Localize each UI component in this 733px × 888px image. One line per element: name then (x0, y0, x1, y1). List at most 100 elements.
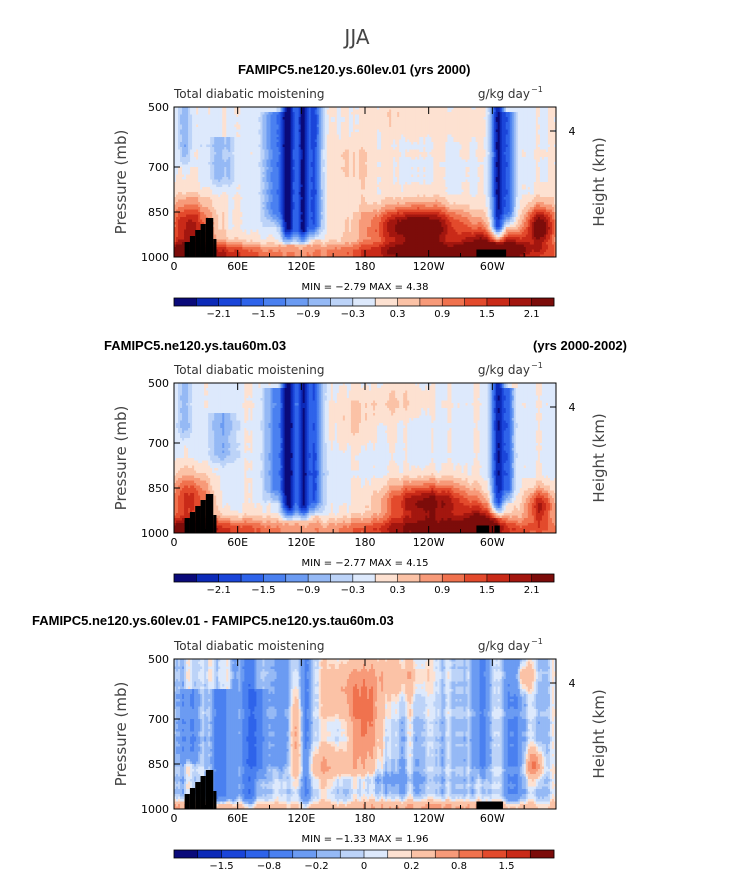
heatmap-cell (198, 219, 201, 223)
heatmap-cell (202, 119, 205, 123)
heatmap-cell (186, 154, 189, 158)
heatmap-cell (196, 122, 199, 125)
heatmap-cell (240, 229, 243, 233)
heatmap-cell (212, 144, 215, 148)
heatmap-cell (204, 217, 207, 220)
heatmap-cell (186, 199, 189, 203)
heatmap-cell (192, 199, 195, 203)
heatmap-cell (178, 139, 181, 143)
heatmap-cell (238, 107, 241, 110)
heatmap-cell (198, 179, 201, 183)
heatmap-cell (176, 224, 179, 228)
heatmap-cell (218, 137, 221, 140)
heatmap-cell (218, 237, 221, 240)
heatmap-cell (186, 164, 189, 168)
heatmap-cell (216, 107, 219, 110)
heatmap-cell (194, 142, 197, 145)
heatmap-cell (176, 117, 179, 120)
heatmap-cell (238, 204, 241, 208)
heatmap-cell (254, 127, 257, 130)
heatmap-cell (224, 219, 227, 223)
heatmap-cell (186, 139, 189, 143)
heatmap-cell (240, 109, 243, 113)
heatmap-cell (212, 124, 215, 128)
heatmap-cell (248, 192, 251, 195)
heatmap-cell (240, 207, 243, 210)
heatmap-cell (254, 167, 257, 170)
heatmap-cell (222, 142, 225, 145)
heatmap-cell (180, 202, 183, 205)
heatmap-cell (252, 117, 255, 120)
heatmap-cell (190, 199, 193, 203)
heatmap-cell (252, 247, 255, 250)
heatmap-cell (248, 159, 251, 163)
heatmap-cell (190, 107, 193, 110)
heatmap-cell (242, 112, 245, 115)
heatmap-cell (202, 177, 205, 180)
heatmap-cell (228, 214, 231, 218)
heatmap-cell (236, 214, 239, 218)
heatmap-cell (232, 249, 235, 253)
heatmap-cell (200, 197, 203, 200)
heatmap-cell (188, 164, 191, 168)
heatmap-cell (192, 214, 195, 218)
heatmap-cell (210, 209, 213, 213)
heatmap-cell (196, 117, 199, 120)
heatmap-cell (248, 127, 251, 130)
heatmap-cell (212, 122, 215, 125)
heatmap-cell (200, 112, 203, 115)
heatmap-cell (252, 249, 255, 253)
heatmap-cell (226, 227, 229, 230)
heatmap-cell (234, 212, 237, 215)
heatmap-cell (246, 124, 249, 128)
heatmap-cell (240, 197, 243, 200)
heatmap-cell (228, 117, 231, 120)
heatmap-cell (252, 197, 255, 200)
heatmap-cell (232, 172, 235, 175)
heatmap-cell (182, 222, 185, 225)
heatmap-cell (226, 162, 229, 165)
heatmap-cell (254, 164, 257, 168)
heatmap-cell (192, 147, 195, 150)
heatmap-cell (244, 114, 247, 118)
heatmap-cell (218, 244, 221, 248)
heatmap-cell (204, 172, 207, 175)
heatmap-cell (178, 164, 181, 168)
heatmap-cell (218, 214, 221, 218)
heatmap-cell (222, 177, 225, 180)
heatmap-cell (244, 237, 247, 240)
heatmap-cell (186, 192, 189, 195)
heatmap-cell (206, 152, 209, 155)
heatmap-cell (238, 179, 241, 183)
heatmap-cell (190, 147, 193, 150)
heatmap-cell (190, 159, 193, 163)
heatmap-cell (216, 179, 219, 183)
heatmap-cell (200, 194, 203, 198)
heatmap-cell (192, 234, 195, 238)
heatmap-cell (208, 147, 211, 150)
heatmap-cell (214, 214, 217, 218)
heatmap-cell (206, 124, 209, 128)
heatmap-cell (186, 202, 189, 205)
heatmap-cell (226, 189, 229, 193)
heatmap-cell (180, 144, 183, 148)
heatmap-cell (204, 117, 207, 120)
heatmap-cell (202, 182, 205, 185)
heatmap-cell (232, 162, 235, 165)
heatmap-cell (234, 109, 237, 113)
heatmap-cell (248, 177, 251, 180)
heatmap-cell (234, 172, 237, 175)
heatmap-cell (232, 207, 235, 210)
heatmap-cell (238, 119, 241, 123)
heatmap-cell (220, 252, 223, 255)
heatmap-cell (246, 247, 249, 250)
heatmap-cell (224, 199, 227, 203)
heatmap-cell (230, 232, 233, 235)
heatmap-cell (254, 144, 257, 148)
heatmap-cell (244, 124, 247, 128)
heatmap-cell (232, 117, 235, 120)
heatmap-cell (244, 219, 247, 223)
heatmap-cell (180, 247, 183, 250)
heatmap-cell (230, 194, 233, 198)
heatmap-cell (180, 119, 183, 123)
